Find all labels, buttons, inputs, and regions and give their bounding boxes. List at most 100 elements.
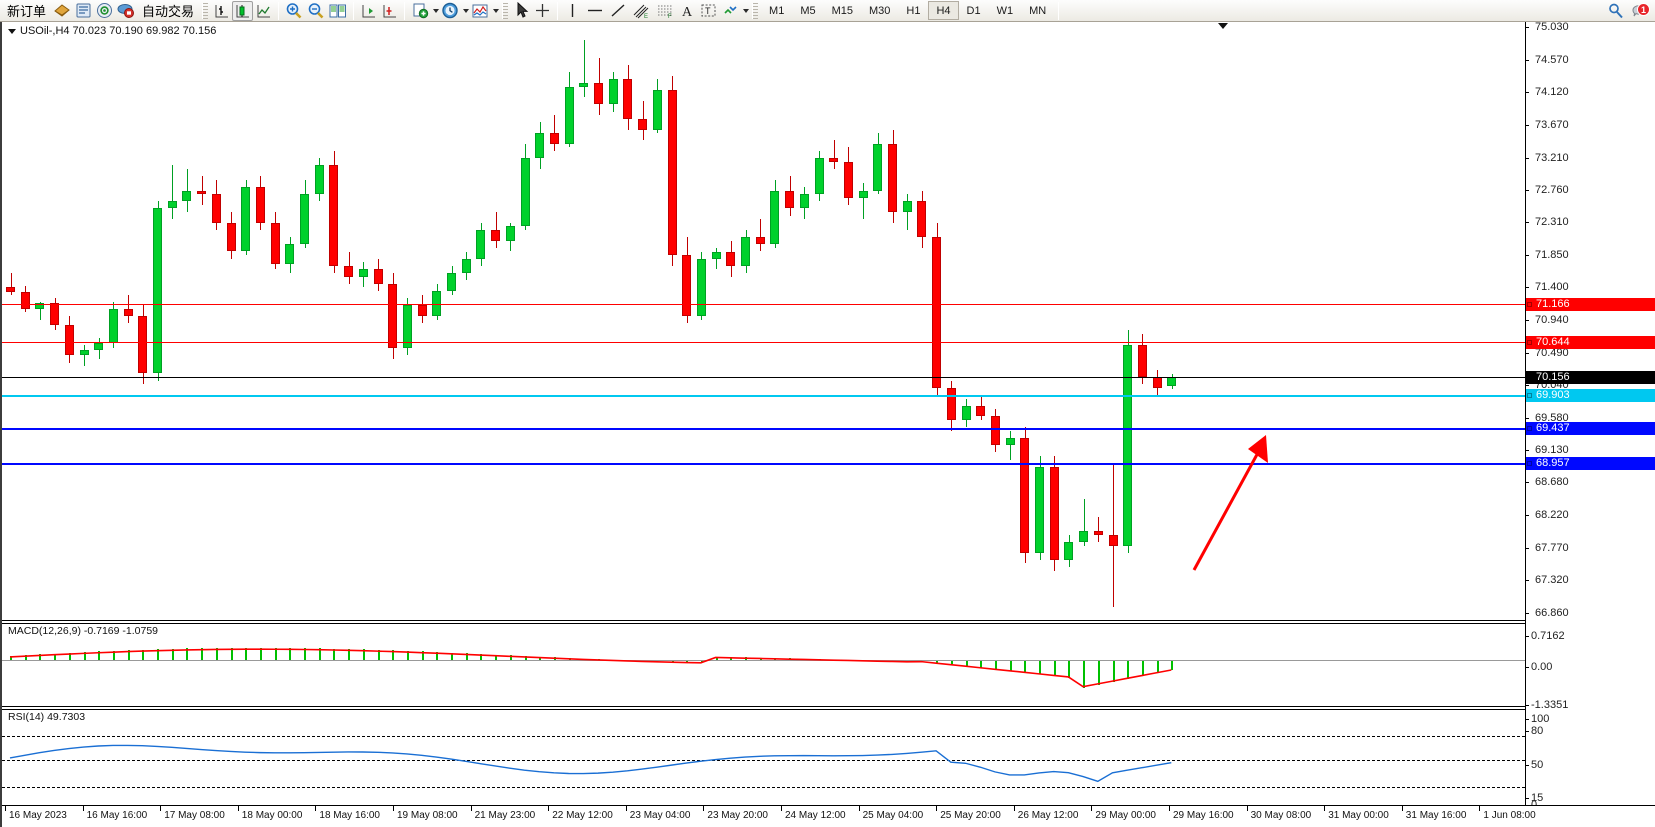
candlestick[interactable] [123, 308, 133, 317]
candlestick[interactable] [741, 237, 750, 266]
search-icon[interactable] [1605, 1, 1627, 21]
candlestick[interactable] [594, 82, 603, 105]
navigator-icon[interactable] [94, 1, 115, 21]
candlestick[interactable] [461, 258, 471, 274]
candlestick[interactable] [770, 190, 780, 245]
candlestick[interactable] [961, 405, 971, 421]
templates-dropdown-caret[interactable] [743, 8, 750, 13]
candlestick[interactable] [35, 303, 45, 309]
new-order-button[interactable]: 新订单 [2, 1, 51, 21]
candlestick[interactable] [300, 194, 309, 245]
candlestick[interactable] [1123, 344, 1133, 546]
candlestick[interactable] [858, 190, 868, 198]
vertical-line-icon[interactable] [562, 1, 583, 21]
price-tag-resistance[interactable]: 71.166 [1526, 298, 1655, 312]
candlestick[interactable] [20, 292, 30, 309]
timeframe-d1[interactable]: D1 [966, 4, 981, 17]
level-line-current-price[interactable] [2, 376, 1525, 378]
candlestick[interactable] [344, 265, 354, 277]
candlestick[interactable] [888, 143, 897, 213]
text-object-icon[interactable]: T [698, 1, 719, 21]
candlestick[interactable] [623, 79, 633, 119]
candlestick[interactable] [682, 255, 692, 317]
rsi-pane[interactable] [2, 710, 1525, 805]
timeframe-m30[interactable]: M30 [869, 4, 891, 17]
candlestick[interactable] [1152, 377, 1162, 388]
candlestick[interactable] [652, 90, 662, 130]
candlestick[interactable] [976, 405, 986, 417]
text-label-icon[interactable]: A [677, 1, 698, 21]
candlestick[interactable] [226, 222, 236, 252]
candlestick[interactable] [843, 161, 853, 198]
candlestick[interactable] [549, 133, 559, 144]
timeframe-m15[interactable]: M15 [831, 4, 853, 17]
cursor-icon[interactable] [511, 1, 532, 21]
candlestick[interactable] [388, 283, 398, 349]
toolbar-grip[interactable] [202, 2, 209, 19]
candlestick[interactable] [1005, 437, 1015, 446]
candlestick[interactable] [197, 190, 207, 195]
candlestick[interactable] [1167, 376, 1177, 387]
candlestick[interactable] [726, 251, 736, 266]
candlestick[interactable] [564, 86, 574, 144]
candlestick[interactable] [505, 226, 515, 241]
candlestick[interactable] [814, 158, 824, 195]
auto-trading-icon[interactable] [115, 1, 137, 21]
indicators-dropdown-caret[interactable] [493, 8, 500, 13]
candlestick[interactable] [476, 229, 486, 259]
candlestick[interactable] [358, 269, 368, 277]
candlestick[interactable] [417, 305, 427, 317]
fibonacci-icon[interactable]: F [653, 1, 677, 21]
candlestick[interactable] [755, 237, 765, 245]
indicators-icon[interactable] [469, 1, 491, 21]
candlestick[interactable] [329, 165, 339, 266]
candlestick[interactable] [255, 186, 265, 223]
candlestick[interactable] [1137, 344, 1147, 377]
candlestick[interactable] [873, 143, 883, 191]
candlestick[interactable] [667, 90, 677, 256]
candlestick[interactable] [211, 194, 221, 223]
period-icon[interactable] [439, 1, 461, 21]
zoom-in-icon[interactable] [283, 1, 305, 21]
candlestick[interactable] [373, 269, 383, 284]
trendline-icon[interactable] [607, 1, 629, 21]
candlestick[interactable] [535, 133, 545, 159]
candlestick[interactable] [447, 273, 456, 291]
candlestick[interactable] [50, 303, 60, 325]
auto-scroll-icon[interactable] [379, 1, 400, 21]
candlestick[interactable] [1020, 437, 1030, 553]
timeframe-h1[interactable]: H1 [906, 4, 921, 17]
timeframe-m1[interactable]: M1 [769, 4, 785, 17]
price-pane[interactable] [2, 22, 1525, 618]
macd-pane[interactable] [2, 624, 1525, 706]
line-chart-icon[interactable] [253, 1, 274, 21]
candlestick[interactable] [270, 222, 280, 265]
candlestick[interactable] [138, 316, 148, 374]
candlestick[interactable] [1108, 534, 1118, 546]
price-tag-cyan-level[interactable]: 69.903 [1526, 388, 1655, 402]
candlestick[interactable] [932, 237, 942, 388]
candlestick[interactable] [108, 308, 118, 344]
horizontal-line-icon[interactable] [583, 1, 607, 21]
candlestick[interactable] [402, 305, 412, 349]
candlestick[interactable] [520, 158, 530, 227]
data-window-icon[interactable] [73, 1, 94, 21]
candlestick[interactable] [491, 229, 501, 241]
candlestick[interactable] [799, 194, 809, 209]
zoom-out-icon[interactable] [305, 1, 327, 21]
candlestick[interactable] [241, 186, 251, 252]
candlestick[interactable] [6, 287, 15, 293]
candlestick[interactable] [829, 158, 839, 162]
equidistant-channel-icon[interactable]: E [629, 1, 653, 21]
candlestick[interactable] [785, 190, 795, 209]
chart-shift-icon[interactable] [358, 1, 379, 21]
candlestick[interactable] [1049, 466, 1059, 560]
candlestick-icon[interactable] [232, 0, 254, 21]
price-tag-current-price[interactable]: 70.156 [1526, 370, 1655, 384]
price-tag-support[interactable]: 69.437 [1526, 422, 1655, 436]
toolbar-grip-3[interactable] [752, 2, 759, 19]
level-line-resistance[interactable] [2, 304, 1525, 306]
auto-trading-button[interactable]: 自动交易 [137, 1, 199, 21]
candlestick[interactable] [1093, 531, 1103, 535]
bullish-arrow-annotation[interactable] [1182, 427, 1292, 577]
